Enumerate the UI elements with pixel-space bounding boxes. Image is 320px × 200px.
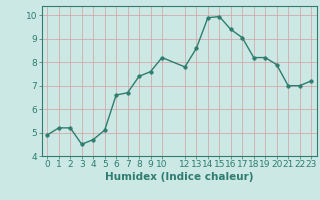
X-axis label: Humidex (Indice chaleur): Humidex (Indice chaleur) [105,172,253,182]
